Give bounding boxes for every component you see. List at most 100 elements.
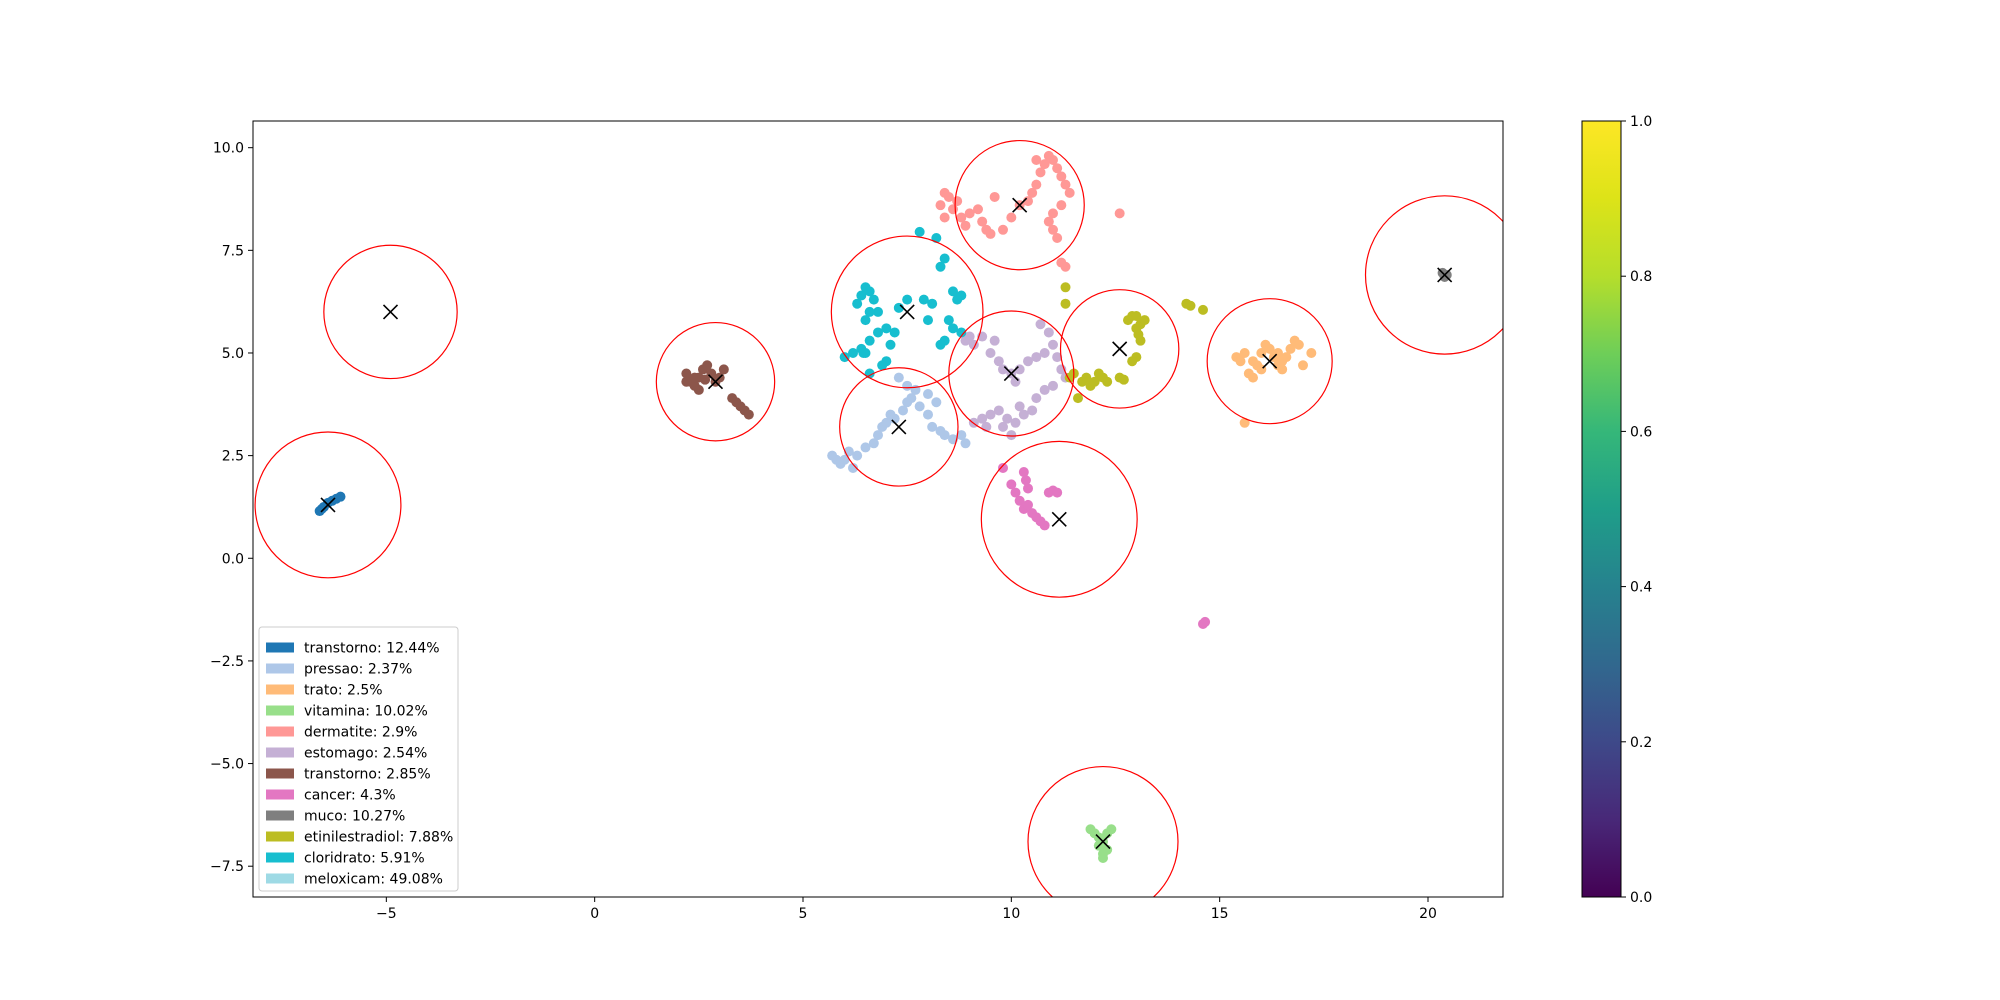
plot-frame [252,120,1504,898]
cluster-circle [980,440,1138,598]
data-point-series-7 [1023,483,1033,494]
data-point-series-7 [1010,487,1021,498]
data-point-series-4 [1060,179,1071,190]
data-point-series-9 [1102,376,1113,387]
data-point-series-2 [1285,343,1296,354]
data-point-series-2 [1293,339,1304,350]
x-tick-label: 0 [590,906,599,922]
data-point-series-5 [1014,401,1025,412]
data-point-series-5 [1006,430,1017,441]
data-point-series-4 [1052,163,1063,174]
data-point-series-5 [1043,327,1054,338]
data-point-series-4 [1056,200,1067,211]
data-point-series-1 [868,438,879,449]
cluster-circle [948,310,1075,437]
data-point-series-9 [1133,329,1144,340]
centroid-marker [899,304,915,320]
legend-label: muco: 10.27% [304,809,405,825]
cluster-circle [323,244,458,380]
data-point-series-10 [948,286,958,297]
colorbar-gradient [1581,120,1622,898]
data-point-series-4 [1048,155,1058,166]
data-point-series-7 [1018,467,1029,478]
data-point-series-9 [1060,298,1071,309]
data-point-series-5 [977,413,988,424]
data-point-series-10 [885,339,896,350]
data-point-series-4 [960,220,971,231]
data-point-series-10 [858,347,869,358]
y-axis: −7.5 −5.0 −2.5 0.0 2.5 5.0 7.5 10.0 [210,141,253,875]
data-point-series-5 [1023,356,1033,367]
data-point-series-5 [1048,380,1058,391]
data-point-series-7 [1014,495,1025,506]
data-point-series-9 [1081,372,1092,383]
cluster-circle [1206,298,1333,425]
data-point-series-4 [977,216,988,227]
centroid-marker [1112,341,1128,357]
cluster-circle [1364,195,1503,355]
data-point-series-10 [873,306,883,317]
data-point-series-10 [856,290,867,301]
data-point-series-2 [1248,372,1258,383]
data-point-series-10 [889,327,900,338]
data-point-series-2 [1264,343,1275,354]
cluster-circle [1027,765,1179,897]
data-point-series-4 [1064,187,1075,198]
data-point-series-10 [948,323,958,334]
y-tick-label: 5.0 [222,346,244,362]
data-point-series-5 [1035,319,1046,330]
data-point-series-9 [1127,356,1138,367]
data-point-series-10 [939,253,950,264]
data-point-series-4 [1056,171,1067,182]
legend-swatch [266,705,294,716]
legend-label: transtorno: 12.44% [304,641,440,657]
data-point-series-5 [993,356,1004,367]
colorbar-tick-label: 0.8 [1630,269,1652,285]
legend-label: etinilestradiol: 7.88% [304,830,453,846]
circles-layer [254,139,1503,897]
y-tick-label: 7.5 [222,243,244,259]
data-point-series-9 [1185,300,1196,311]
data-point-series-10 [864,286,875,297]
data-point-series-9 [1060,282,1071,293]
data-point-series-4 [1031,179,1042,190]
data-point-series-1 [948,434,958,445]
data-point-series-4 [952,196,963,207]
data-point-series-4 [985,228,996,239]
data-point-series-1 [956,430,967,441]
colorbar-tick-label: 0.6 [1630,424,1652,440]
centroid-marker [1012,197,1028,213]
data-point-series-7 [1200,616,1211,627]
legend-entry: transtorno: 2.85% [266,767,431,783]
x-tick-label: −5 [376,906,397,922]
data-point-series-10 [852,298,863,309]
centroid-marker [707,374,724,390]
legend-swatch [266,747,294,758]
data-point-series-6 [700,374,711,385]
data-point-series-10 [943,315,954,326]
data-point-series-7 [1039,520,1050,531]
data-point-series-4 [1039,159,1050,170]
legend-label: cancer: 4.3% [304,788,396,804]
legend-label: vitamina: 10.02% [304,704,428,720]
data-point-series-5 [998,421,1008,432]
data-point-series-4 [1043,216,1054,227]
centroid-marker [1051,511,1067,527]
data-point-series-1 [906,393,917,404]
data-point-series-4 [1048,224,1058,235]
data-point-series-4 [956,212,967,223]
data-point-series-0 [335,491,346,502]
data-point-series-5 [989,335,1000,346]
data-point-series-9 [1118,374,1129,385]
data-point-series-9 [1139,315,1150,326]
data-point-series-1 [893,372,904,383]
data-point-series-4 [1027,187,1038,198]
data-point-series-10 [902,294,913,305]
legend-entry: etinilestradiol: 7.88% [266,830,453,846]
data-point-series-4 [935,200,946,211]
data-point-series-2 [1277,356,1288,367]
legend-entry: trato: 2.5% [266,683,383,699]
data-point-series-5 [1048,339,1058,350]
data-point-series-6 [702,360,713,371]
